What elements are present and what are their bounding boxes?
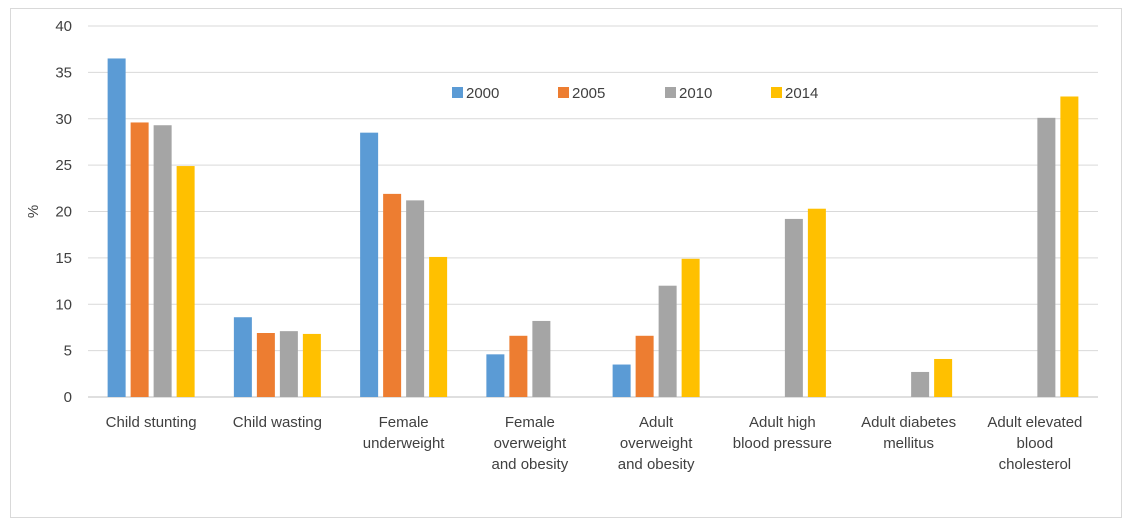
bar-2010: [154, 125, 172, 397]
y-tick-label: 5: [64, 343, 72, 360]
bar-2005: [131, 122, 149, 397]
x-axis-categories: Child stunting Child wasting Female underwe…: [106, 414, 1083, 473]
x-category-label: Adult high blood pressure: [733, 414, 832, 452]
bar-2010: [1037, 118, 1055, 397]
legend: 2000 2005 2010 2014: [452, 85, 818, 102]
y-tick-label: 0: [64, 389, 72, 406]
y-tick-label: 40: [55, 18, 72, 35]
x-category-label: Female underweight: [363, 414, 446, 452]
legend-label-2014: 2014: [785, 85, 818, 102]
legend-swatch-2014: [771, 87, 782, 98]
x-category-label: Female overweight and obesity: [492, 414, 569, 473]
legend-swatch-2005: [558, 87, 569, 98]
y-tick-label: 30: [55, 111, 72, 128]
bar-2014: [808, 209, 826, 397]
legend-label-2000: 2000: [466, 85, 499, 102]
x-category-label: Child stunting: [106, 414, 197, 431]
bar-2014: [303, 334, 321, 397]
y-tick-label: 15: [55, 250, 72, 267]
legend-swatch-2010: [665, 87, 676, 98]
x-category-label: Child wasting: [233, 414, 322, 431]
bar-2010: [911, 372, 929, 397]
bar-2000: [613, 365, 631, 397]
x-category-label: Adult diabetes mellitus: [861, 414, 956, 452]
bar-2010: [532, 321, 550, 397]
y-tick-label: 25: [55, 157, 72, 174]
bar-2014: [429, 257, 447, 397]
bar-2014: [177, 166, 195, 397]
legend-label-2005: 2005: [572, 85, 605, 102]
y-tick-label: 10: [55, 296, 72, 313]
legend-swatch-2000: [452, 87, 463, 98]
bars: [108, 58, 1079, 397]
bar-2005: [257, 333, 275, 397]
bar-2010: [406, 200, 424, 397]
bar-2005: [383, 194, 401, 397]
bar-2005: [509, 336, 527, 397]
bar-2014: [934, 359, 952, 397]
y-axis-ticks: 0 5 10 15 20 25 30 35 40: [55, 18, 72, 406]
y-tick-label: 20: [55, 204, 72, 221]
bar-2014: [1060, 96, 1078, 397]
y-axis-label: %: [25, 205, 42, 218]
bar-2010: [280, 331, 298, 397]
bar-2010: [659, 286, 677, 397]
bar-2000: [486, 354, 504, 397]
bar-2010: [785, 219, 803, 397]
bar-2005: [636, 336, 654, 397]
bar-2000: [108, 58, 126, 397]
bar-2014: [682, 259, 700, 397]
bar-2000: [234, 317, 252, 397]
x-category-label: Adult elevated blood cholesterol: [987, 414, 1082, 473]
legend-label-2010: 2010: [679, 85, 712, 102]
bar-2000: [360, 133, 378, 397]
x-category-label: Adult overweight and obesity: [618, 414, 695, 473]
y-tick-label: 35: [55, 64, 72, 81]
